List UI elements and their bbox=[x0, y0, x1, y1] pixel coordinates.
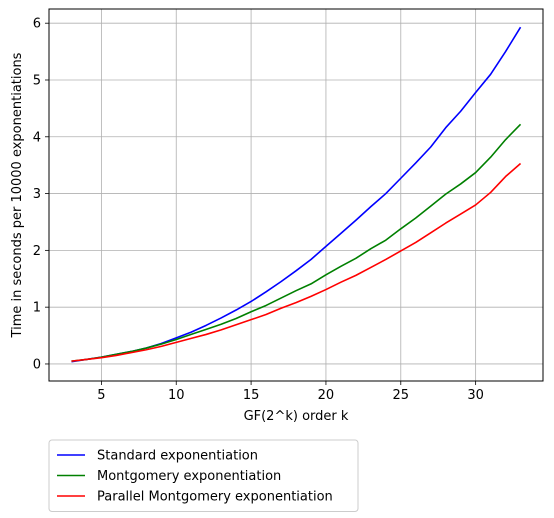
y-tick-label: 6 bbox=[33, 17, 41, 32]
y-tick-label: 5 bbox=[33, 73, 41, 88]
legend: Standard exponentiation Montgomery expone… bbox=[48, 439, 359, 512]
x-tick-label: 15 bbox=[243, 388, 260, 403]
y-tick-label: 3 bbox=[33, 187, 41, 202]
x-axis-label: GF(2^k) order k bbox=[244, 409, 349, 424]
x-tick-label: 5 bbox=[97, 388, 105, 403]
y-tick-label: 4 bbox=[33, 130, 41, 145]
legend-label: Montgomery exponentiation bbox=[97, 469, 281, 484]
series-line-1 bbox=[71, 26, 522, 363]
legend-label: Standard exponentiation bbox=[97, 449, 258, 464]
legend-box bbox=[48, 439, 359, 512]
legend-label: Parallel Montgomery exponentiation bbox=[97, 490, 333, 505]
series-line-2 bbox=[71, 123, 522, 362]
series-line-3 bbox=[71, 162, 522, 362]
x-tick-label: 20 bbox=[318, 388, 335, 403]
y-tick-label: 1 bbox=[33, 301, 41, 316]
plot-area-frame bbox=[48, 8, 544, 382]
series-lines bbox=[71, 26, 522, 363]
x-tick-label: 30 bbox=[467, 388, 484, 403]
y-tick-label: 2 bbox=[33, 244, 41, 259]
axis-ticks: 5 10 15 20 25 30 0 1 2 3 4 5 6 bbox=[33, 17, 484, 403]
x-tick-label: 25 bbox=[393, 388, 410, 403]
x-tick-label: 10 bbox=[168, 388, 185, 403]
y-tick-label: 0 bbox=[33, 357, 41, 372]
y-axis-label: Time in seconds per 10000 exponentiation… bbox=[10, 52, 25, 338]
grid-lines bbox=[49, 9, 543, 381]
